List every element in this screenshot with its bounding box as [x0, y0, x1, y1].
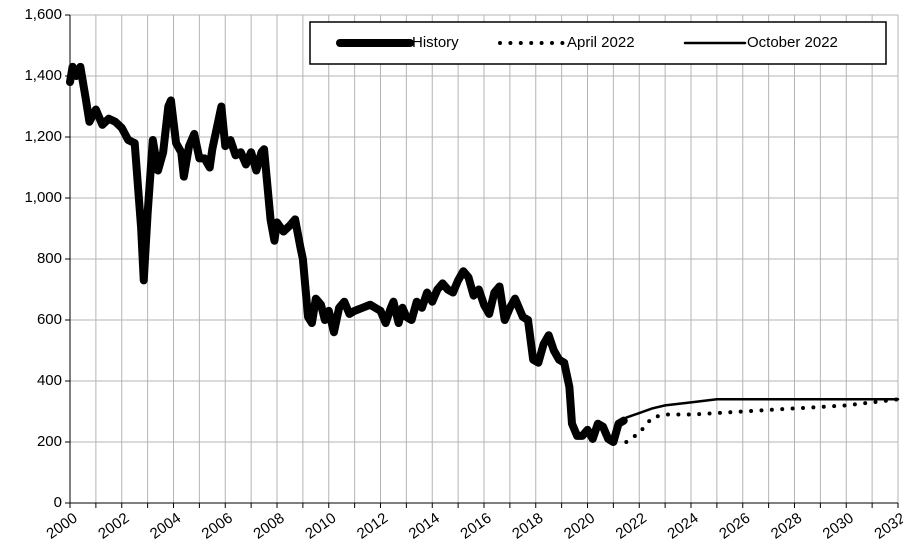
- x-tick-label: 2000: [43, 510, 80, 543]
- y-tick-label: 400: [37, 372, 62, 389]
- series-line: [624, 397, 900, 444]
- legend-label: October 2022: [747, 34, 838, 51]
- legend-label: April 2022: [567, 34, 635, 51]
- y-tick-label: 600: [37, 311, 62, 328]
- series-line: [622, 398, 900, 422]
- y-tick-label: 1,200: [24, 128, 62, 145]
- x-tick-label: 2028: [768, 510, 805, 543]
- x-tick-label: 2016: [457, 510, 494, 543]
- y-tick-label: 1,400: [24, 67, 62, 84]
- x-tick-label: 2010: [302, 510, 339, 543]
- x-tick-label: 2024: [664, 510, 701, 543]
- x-tick-label: 2018: [509, 510, 546, 543]
- series-line: [66, 62, 628, 446]
- x-tick-label: 2030: [820, 510, 857, 543]
- y-tick-label: 200: [37, 433, 62, 450]
- x-tick-label: 2026: [716, 510, 753, 543]
- y-tick-label: 0: [54, 494, 62, 511]
- x-tick-label: 2008: [250, 510, 287, 543]
- x-tick-label: 2014: [406, 510, 443, 543]
- x-tick-label: 2006: [199, 510, 236, 543]
- legend: History April 2022 October 2022: [309, 21, 887, 65]
- legend-label: History: [412, 34, 459, 51]
- x-tick-label: 2002: [95, 510, 132, 543]
- x-tick-label: 2012: [354, 510, 391, 543]
- x-tick-label: 2020: [561, 510, 598, 543]
- y-tick-label: 1,600: [24, 6, 62, 23]
- x-tick-label: 2032: [871, 510, 903, 543]
- y-tick-label: 800: [37, 250, 62, 267]
- x-tick-label: 2004: [147, 510, 184, 543]
- y-tick-label: 1,000: [24, 189, 62, 206]
- x-tick-label: 2022: [613, 510, 650, 543]
